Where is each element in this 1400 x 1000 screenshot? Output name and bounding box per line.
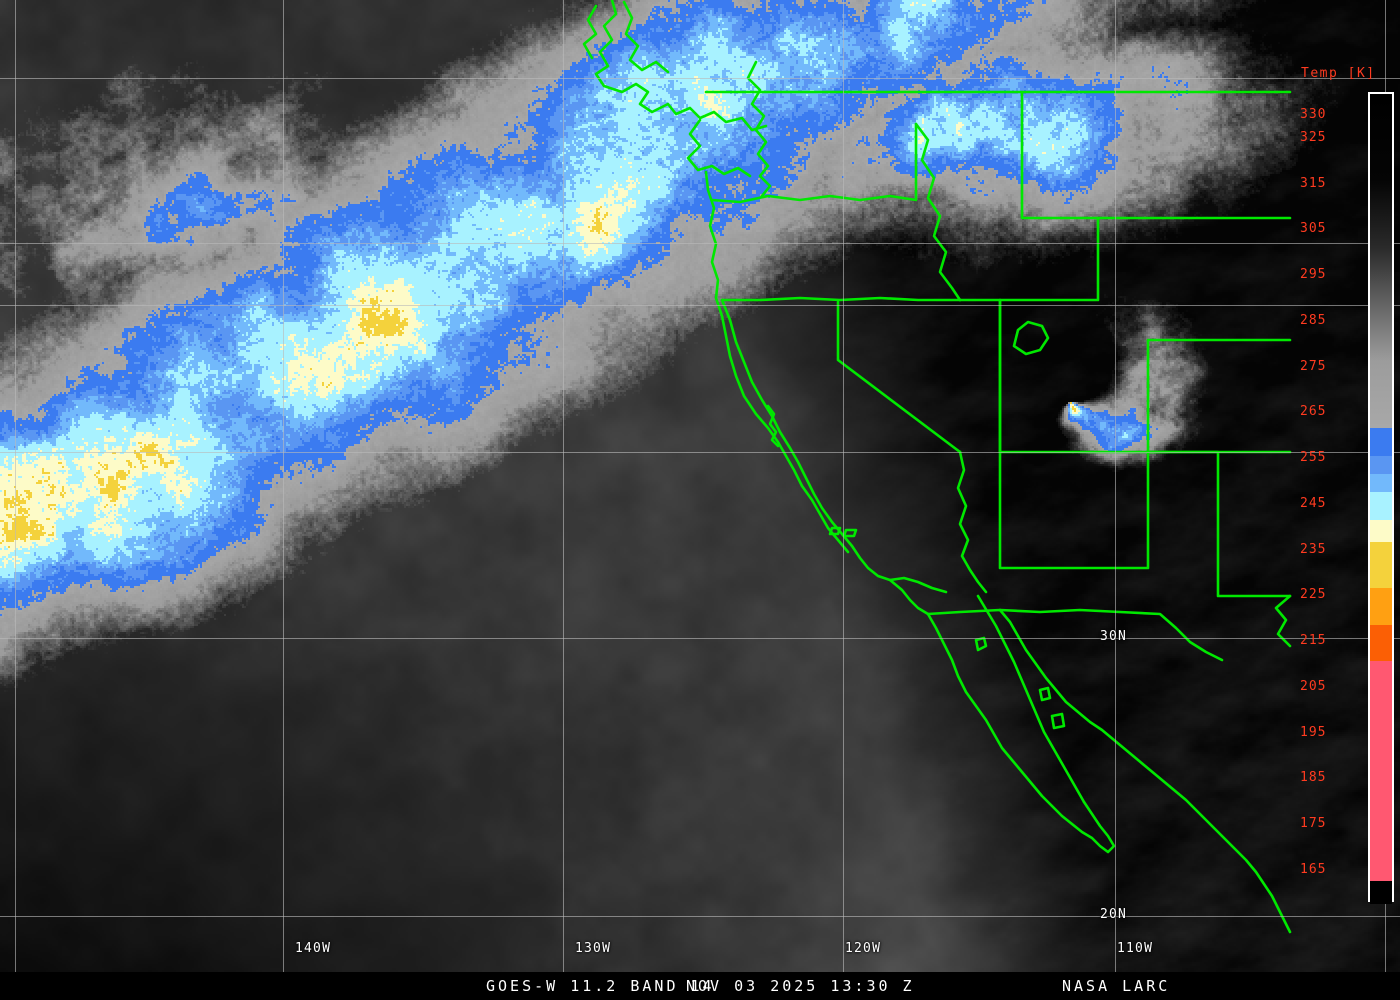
vancouver-island-coast: [594, 0, 768, 132]
colorbar-tick-label: 165: [1300, 861, 1327, 877]
colorbar-segment: [1370, 455, 1392, 474]
caption-source: NASA LARC: [1062, 977, 1171, 995]
longitude-label: 140W: [295, 941, 332, 956]
utah-colorado-border: [998, 298, 1292, 454]
baja-east-coast: [976, 594, 1086, 804]
baja-island-tiburon: [1050, 712, 1066, 730]
graticule-parallel: [0, 78, 1400, 79]
bc-inlet-2: [582, 4, 598, 60]
gulf-mainland-coast: [998, 608, 1292, 934]
colorbar-tick-label: 295: [1300, 267, 1327, 283]
graticule-meridian: [1115, 0, 1116, 972]
colorbar-segment: [1370, 624, 1392, 662]
colorbar-segment: [1370, 881, 1392, 904]
puget-sound: [746, 60, 772, 198]
colorbar-tick-label: 185: [1300, 770, 1327, 786]
california-coast: [720, 298, 948, 594]
pacific-northwest-coast: [704, 170, 850, 554]
colorbar-segment: [1370, 588, 1392, 625]
washington-oregon-border: [710, 122, 918, 204]
southern-california-coast: [888, 578, 930, 616]
colorbar-tick-label: 330: [1300, 106, 1327, 122]
latitude-label: 30N: [1100, 629, 1128, 644]
colorbar-tick-label: 285: [1300, 312, 1327, 328]
graticule-parallel: [0, 638, 1400, 639]
colorbar: [1368, 92, 1394, 904]
graticule-parallel: [0, 305, 1400, 306]
colorbar-tick-label: 275: [1300, 358, 1327, 374]
idaho-border: [914, 122, 962, 302]
colorado-north-border: [998, 216, 1100, 302]
colorbar-tick-label: 325: [1300, 129, 1327, 145]
graticule-meridian: [843, 0, 844, 972]
colorbar-tick-label: 315: [1300, 175, 1327, 191]
longitude-label: 130W: [575, 941, 612, 956]
colorbar-tick-label: 175: [1300, 816, 1327, 832]
baja-west-coast: [926, 612, 1116, 854]
channel-islands-1: [828, 526, 842, 536]
colorbar-grey-ramp: [1370, 94, 1392, 429]
caption-bar: GOES-W 11.2 BAND 14 NOV 03 2025 13:30 Z …: [0, 972, 1400, 1000]
colorbar-segment: [1370, 542, 1392, 589]
colorbar-segment: [1370, 473, 1392, 493]
newmexico-east-border: [1146, 450, 1292, 598]
colorbar-title: Temp [K]: [1301, 66, 1376, 81]
colorbar-tick-label: 265: [1300, 404, 1327, 420]
graticule-meridian: [283, 0, 284, 972]
olympic-peninsula: [686, 118, 752, 178]
graticule-meridian: [563, 0, 564, 972]
longitude-label: 120W: [845, 941, 882, 956]
colorbar-tick-label: 245: [1300, 495, 1327, 511]
montana-wyoming-border: [1020, 90, 1292, 220]
graticule-parallel: [0, 452, 1400, 453]
channel-islands-2: [842, 528, 858, 538]
colorbar-tick-label: 215: [1300, 633, 1327, 649]
baja-island-cedros: [974, 636, 988, 652]
colorbar-tick-label: 235: [1300, 541, 1327, 557]
graticule-meridian: [15, 0, 16, 972]
colorbar-tick-label: 225: [1300, 587, 1327, 603]
colorbar-tick-label: 205: [1300, 678, 1327, 694]
caption-timestamp: NOV 03 2025 13:30 Z: [686, 977, 915, 995]
colorbar-segment: [1370, 492, 1392, 520]
graticule-parallel: [0, 243, 1400, 244]
colorbar-segment: [1370, 519, 1392, 543]
bc-inlet-1: [622, 0, 670, 74]
colorbar-gradient: [1370, 94, 1392, 904]
baja-island-angel: [1038, 686, 1052, 702]
colorbar-tick-label: 305: [1300, 221, 1327, 237]
arizona-newmexico-border: [998, 338, 1292, 570]
oregon-south-border: [720, 296, 962, 302]
colorbar-segment: [1370, 428, 1392, 456]
caption-satellite-band: GOES-W 11.2 BAND 14: [486, 977, 715, 995]
nevada-east-border: [958, 298, 1002, 454]
us-mexico-border: [926, 608, 1224, 662]
graticule-parallel: [0, 916, 1400, 917]
great-salt-lake: [1012, 320, 1050, 356]
san-francisco-bay: [766, 404, 780, 448]
colorado-river-border: [956, 450, 988, 594]
latitude-label: 20N: [1100, 907, 1128, 922]
colorbar-tick-label: 195: [1300, 724, 1327, 740]
colorbar-segment: [1370, 661, 1392, 882]
longitude-label: 110W: [1117, 941, 1154, 956]
colorbar-tick-label: 255: [1300, 450, 1327, 466]
california-nevada-border: [836, 300, 962, 454]
